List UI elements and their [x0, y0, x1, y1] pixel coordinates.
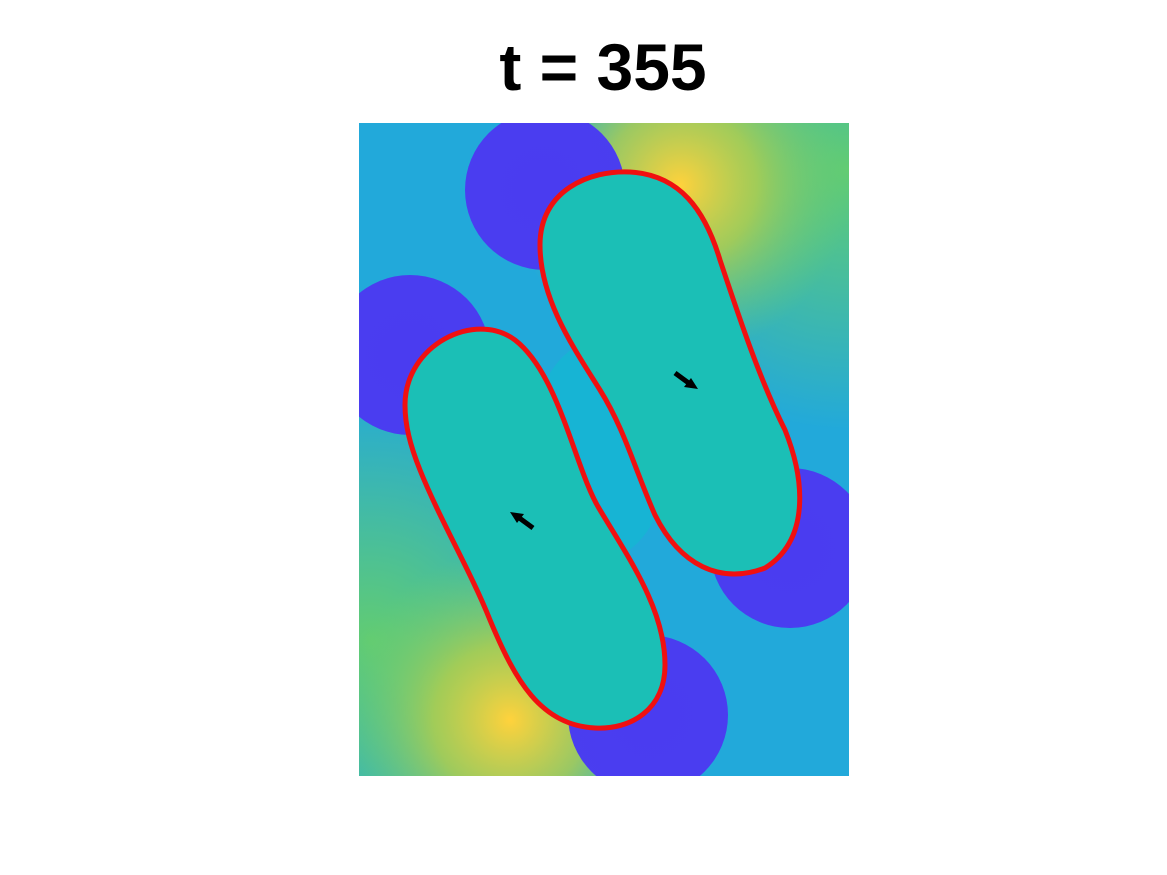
- arrow-right: [673, 370, 698, 389]
- body-right: [537, 169, 803, 577]
- body-left: [402, 326, 668, 731]
- arrow-left: [510, 512, 535, 531]
- plot-title: t = 355: [499, 30, 706, 104]
